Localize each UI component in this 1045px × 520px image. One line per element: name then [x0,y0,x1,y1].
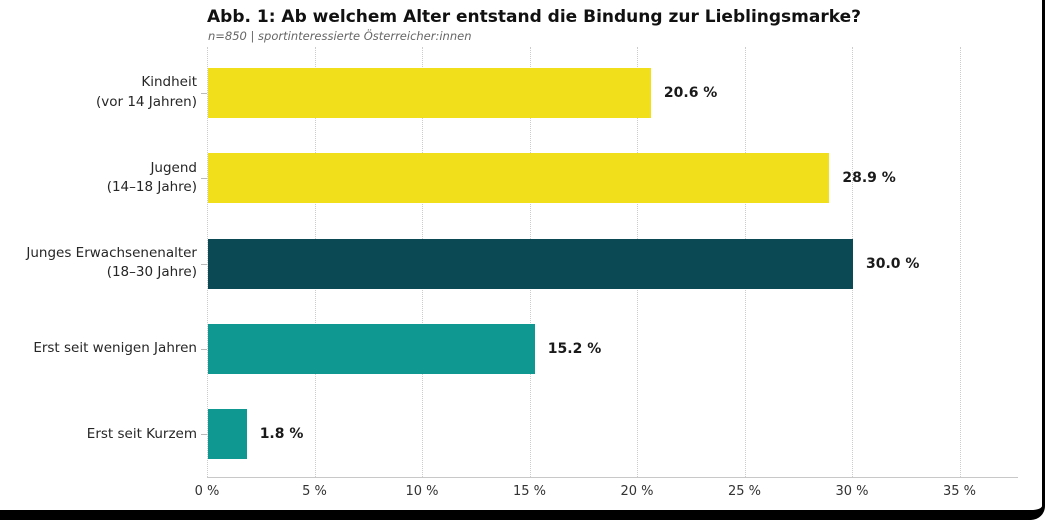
y-tick-mark [201,348,207,350]
category-label-line: Erst seit wenigen Jahren [33,340,197,357]
y-tick-mark [201,434,207,436]
bar [208,409,247,460]
x-tick-label: 10 % [405,484,439,499]
bar [208,67,651,118]
x-tick-label: 35 % [942,484,977,499]
y-tick-mark [201,92,207,94]
x-tick-label: 5 % [302,484,327,499]
x-tick-label: 30 % [835,484,869,499]
chart-title: Abb. 1: Ab welchem Alter entstand die Bi… [207,7,861,27]
value-label: 30.0 % [866,255,920,272]
x-tick-label: 0 % [194,484,220,499]
value-label: 28.9 % [842,170,896,187]
category-label-line: Junges Erwachsenenalter [26,244,197,261]
category-label: Junges Erwachsenenalter (18–30 Jahre) [0,221,197,306]
category-label-line: Kindheit [141,74,197,91]
category-label-line: Erst seit Kurzem [86,425,197,442]
y-tick-mark [201,178,207,180]
gridline [959,47,961,477]
x-tick-label: 25 % [727,484,762,499]
category-label: Erst seit wenigen Jahren [0,306,197,391]
value-label: 20.6 % [663,84,718,101]
bar [208,238,853,289]
x-tick-label: 20 % [620,484,654,499]
category-label-line: (14–18 Jahre) [106,179,197,196]
chart-subtitle: n=850 | sportinteressierte Österreicher:… [208,29,472,43]
bar [208,323,535,374]
category-label: Erst seit Kurzem [0,392,197,477]
x-tick-label: 15 % [512,484,547,499]
category-label: Jugend (14–18 Jahre) [0,135,197,220]
gridline [207,47,208,477]
y-tick-mark [201,263,207,265]
value-label: 15.2 % [547,340,602,357]
x-axis-line [207,477,1019,478]
value-label: 1.8 % [259,426,304,443]
category-label-line: (18–30 Jahre) [106,264,197,281]
bar [208,153,830,204]
category-label-line: (vor 14 Jahren) [95,93,197,110]
category-label-line: Jugend [150,159,197,176]
category-label: Kindheit (vor 14 Jahren) [0,50,197,135]
